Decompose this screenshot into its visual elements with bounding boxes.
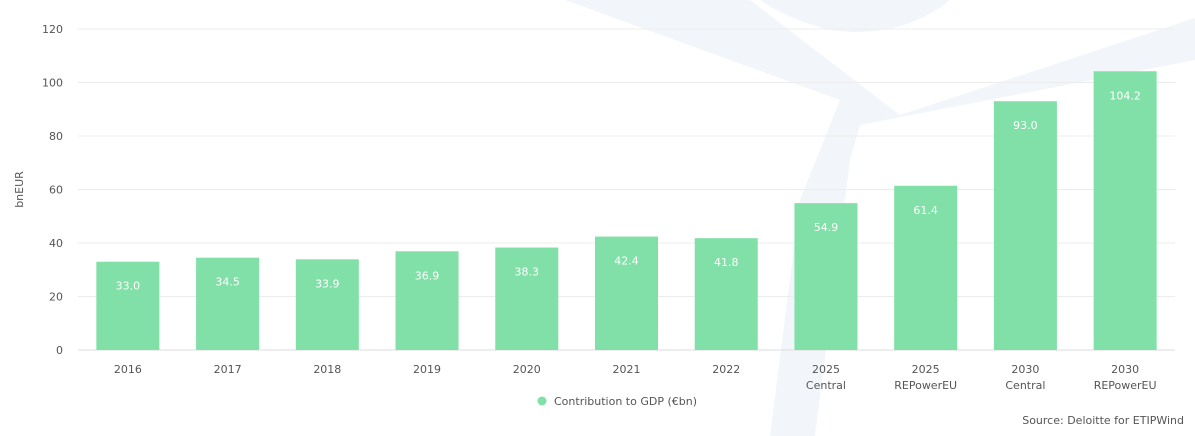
y-tick-label: 40	[49, 237, 63, 250]
bar[interactable]	[595, 236, 658, 350]
x-category-label: 2021	[613, 363, 641, 376]
y-tick-label: 100	[42, 77, 63, 90]
source-note: Source: Deloitte for ETIPWind	[1022, 414, 1184, 427]
x-category-label: 2019	[413, 363, 441, 376]
x-category-label: 2017	[214, 363, 242, 376]
bar[interactable]	[395, 251, 459, 350]
x-category-label: 2030	[1011, 363, 1039, 376]
bar-value-label: 36.9	[415, 269, 440, 282]
bar-value-label: 33.0	[116, 280, 141, 293]
y-tick-label: 80	[49, 130, 63, 143]
bar-value-label: 61.4	[913, 204, 938, 217]
bar[interactable]	[196, 257, 260, 350]
bar[interactable]	[495, 247, 559, 350]
legend-swatch	[537, 396, 547, 406]
bars	[96, 71, 1157, 350]
x-axis-categories: 2016 2017 2018 2019 2020 2021 2022 2025 Central 2…	[114, 363, 1157, 392]
data-labels: 33.0 34.5 33.9 36.9 38.3 42.4 41.8 54.9 61.4 93.0…	[116, 89, 1141, 292]
bar[interactable]	[694, 238, 758, 350]
x-category-label: 2022	[712, 363, 740, 376]
bar[interactable]	[993, 101, 1057, 350]
bar[interactable]	[1093, 71, 1157, 350]
y-tick-label: 20	[49, 291, 63, 304]
y-tick-label: 60	[49, 184, 63, 197]
background-watermark	[565, 0, 1195, 436]
x-category-label: REPowerEU	[1094, 379, 1157, 392]
y-axis-title: bnEUR	[13, 171, 26, 208]
bar-value-label: 38.3	[515, 266, 540, 279]
x-category-label: Central	[1005, 379, 1045, 392]
y-axis-ticks: 0 20 40 60 80 100 120	[42, 23, 63, 357]
bar-value-label: 33.9	[315, 277, 340, 290]
x-category-label: REPowerEU	[894, 379, 957, 392]
bar-value-label: 41.8	[714, 256, 739, 269]
x-category-label: Central	[806, 379, 846, 392]
bar[interactable]	[794, 203, 858, 350]
x-category-label: 2016	[114, 363, 142, 376]
bar[interactable]	[96, 261, 160, 350]
x-category-label: 2020	[513, 363, 541, 376]
y-tick-label: 0	[56, 344, 63, 357]
bar-value-label: 54.9	[814, 221, 839, 234]
bar[interactable]	[295, 259, 359, 350]
bar[interactable]	[894, 185, 958, 350]
bar-value-label: 34.5	[215, 276, 240, 289]
y-tick-label: 120	[42, 23, 63, 36]
bar-value-label: 104.2	[1109, 89, 1141, 102]
legend-label: Contribution to GDP (€bn)	[554, 395, 697, 408]
x-category-label: 2025	[912, 363, 940, 376]
x-category-label: 2030	[1111, 363, 1139, 376]
x-category-label: 2018	[313, 363, 341, 376]
legend[interactable]: Contribution to GDP (€bn)	[537, 395, 698, 408]
bar-value-label: 42.4	[614, 255, 639, 268]
x-category-label: 2025	[812, 363, 840, 376]
bar-value-label: 93.0	[1013, 119, 1038, 132]
